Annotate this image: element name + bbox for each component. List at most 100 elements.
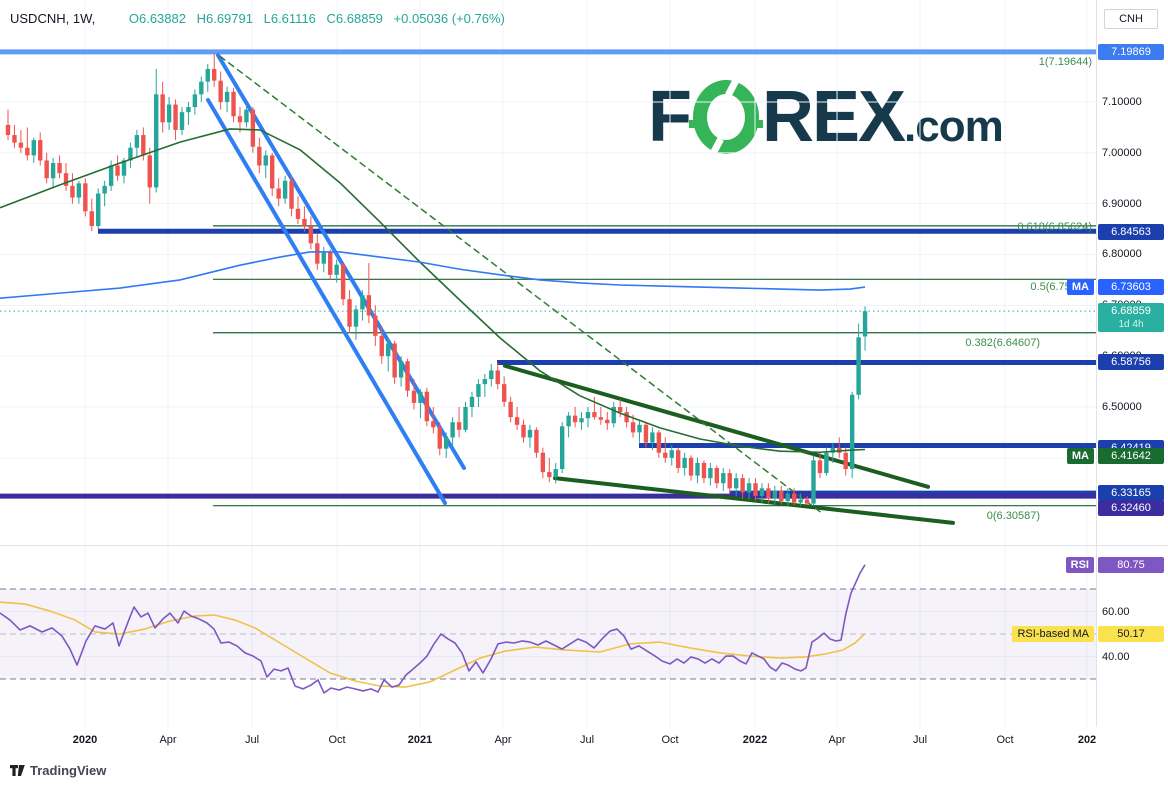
currency-label-button[interactable]: CNH xyxy=(1104,9,1158,29)
candle-body xyxy=(727,473,732,489)
time-axis-label: Jul xyxy=(912,734,928,746)
candle-body xyxy=(276,188,281,199)
candle-body xyxy=(405,361,410,391)
candle-body xyxy=(759,488,765,496)
rsi-tick-label: 40.00 xyxy=(1102,650,1130,663)
trendline-channel-left xyxy=(206,97,447,506)
candle-body xyxy=(701,462,707,479)
price-tick-label: 6.50000 xyxy=(1102,400,1142,413)
candle-body xyxy=(437,427,442,449)
candle-body xyxy=(257,146,262,166)
rsi-value-badge: 80.75 xyxy=(1098,556,1164,573)
trendline-wedge-lower xyxy=(553,476,955,525)
candle-body xyxy=(83,183,88,212)
candle-body xyxy=(237,116,243,123)
candle-body xyxy=(347,299,352,327)
rsi-line xyxy=(0,564,866,694)
candle-body xyxy=(218,80,223,102)
bar-countdown: 1d 4h xyxy=(1118,318,1144,330)
candle-body xyxy=(128,147,133,161)
fib-level-label: 0(6.30587) xyxy=(986,509,1040,522)
candle-body xyxy=(521,424,526,438)
candle-body xyxy=(334,264,339,275)
candle-body xyxy=(456,422,462,430)
time-axis-label: Apr xyxy=(828,734,846,746)
pane-divider[interactable] xyxy=(0,545,1168,546)
candle-body xyxy=(553,469,558,478)
tradingview-logo[interactable]: TradingView xyxy=(10,763,106,778)
price-axis-badge: 6.32460 xyxy=(1098,500,1164,517)
candle-body xyxy=(31,140,36,156)
candle-body xyxy=(643,424,649,443)
price-axis-badge: 6.84563 xyxy=(1098,224,1164,241)
ohlc-high: H6.69791 xyxy=(196,11,253,26)
candle-body xyxy=(527,429,533,438)
candle-body xyxy=(804,499,810,504)
candle-body xyxy=(547,472,552,478)
symbol-name[interactable]: USDCNH, 1W, xyxy=(10,11,96,26)
time-axis-label: Apr xyxy=(159,734,177,746)
candle-body xyxy=(559,426,565,470)
time-axis-label: Oct xyxy=(996,734,1014,746)
candle-body xyxy=(302,218,307,227)
time-axis-label: 2021 xyxy=(407,734,433,746)
candle-body xyxy=(476,384,481,397)
forex-o-tick-right xyxy=(750,120,763,128)
candle-body xyxy=(695,462,700,476)
trendline-descending-dashed xyxy=(219,55,821,513)
candle-body xyxy=(392,343,397,378)
price-axis[interactable]: 7.100007.000006.900006.800006.700006.600… xyxy=(1096,0,1168,755)
candle-body xyxy=(779,490,784,502)
ma-fast-line xyxy=(0,251,866,300)
candle-body xyxy=(463,406,468,430)
watermark-text-rex: REX xyxy=(761,77,906,157)
candle-body xyxy=(173,104,178,130)
candle-body xyxy=(212,68,217,81)
time-axis-label: Jul xyxy=(244,734,260,746)
candle-body xyxy=(540,452,546,473)
candle-body xyxy=(340,264,346,300)
candle-body xyxy=(482,379,488,385)
candle-body xyxy=(308,226,314,244)
candle-body xyxy=(630,422,636,433)
ohlc-change: +0.05036 (+0.76%) xyxy=(393,11,505,26)
candle-body xyxy=(160,94,165,123)
candle-body xyxy=(592,412,597,418)
candle-body xyxy=(566,415,571,427)
time-axis[interactable]: 2020 Apr Jul Oct 2021 Apr Jul Oct 2022 Apr Jul Oct 2… xyxy=(0,727,1168,756)
candle-body xyxy=(38,140,43,161)
candle-body xyxy=(443,437,449,449)
candle-body xyxy=(772,490,778,499)
candle-body xyxy=(44,160,49,179)
time-axis-label: 2020 xyxy=(72,734,98,746)
candle-body xyxy=(650,432,655,443)
rsi-ma-line xyxy=(0,601,866,688)
candle-body xyxy=(244,109,249,123)
time-axis-label: Apr xyxy=(494,734,512,746)
candle-body xyxy=(102,185,107,194)
candle-body xyxy=(295,208,301,219)
candle-body xyxy=(270,155,275,189)
candle-body xyxy=(199,81,204,95)
fib-level-label: 0.618(6.85624) xyxy=(1017,220,1092,233)
trendline-channel-right xyxy=(216,53,466,470)
ma-slow-line xyxy=(0,128,866,454)
candle-body xyxy=(96,193,101,227)
candle-body xyxy=(740,478,745,493)
tradingview-label: TradingView xyxy=(30,763,107,778)
candle-body xyxy=(843,452,848,470)
candle-body xyxy=(688,457,694,476)
candle-body xyxy=(753,483,758,496)
candle-body xyxy=(250,109,256,147)
candle-body xyxy=(721,473,726,484)
candle-body xyxy=(89,211,94,227)
candle-body xyxy=(605,419,610,424)
candle-body xyxy=(733,478,739,489)
candle-body xyxy=(166,104,172,123)
trendline-wedge-upper xyxy=(503,363,930,489)
candle-body xyxy=(663,452,668,458)
candle-body xyxy=(682,457,687,468)
candle-body xyxy=(263,155,268,166)
price-axis-badge: 6.58756 xyxy=(1098,354,1164,371)
